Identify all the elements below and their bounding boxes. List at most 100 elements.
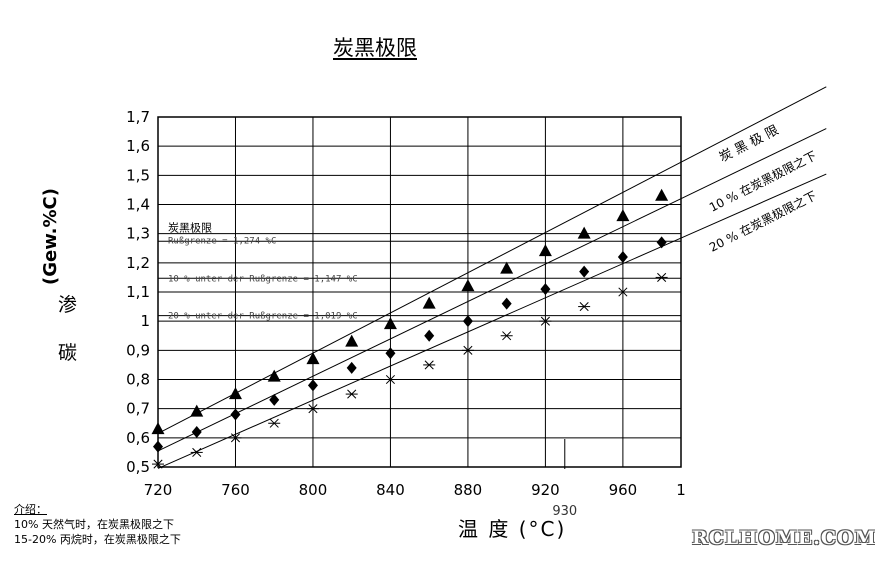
data-point-star — [655, 272, 668, 282]
tick-labels: 0,5 0,6 0,7 0,8 0,9 1 1,1 1,2 1,3 1,4 1,5 1,6 1,7 720… — [126, 108, 686, 519]
x-tick-label: 880 — [454, 481, 483, 499]
series-line-extension — [680, 86, 827, 163]
series-line — [157, 198, 682, 452]
data-point-triangle — [616, 209, 630, 222]
data-point-diamond — [617, 251, 628, 263]
y-tick-label: 0,8 — [126, 371, 150, 389]
data-point-triangle — [538, 244, 552, 257]
data-point-triangle — [383, 317, 397, 330]
data-point-star — [229, 433, 242, 443]
data-point-star-stroke — [540, 316, 550, 326]
reference-label: 10 % unter der Rußgrenze = 1,147 %C — [168, 274, 358, 284]
data-point-star — [190, 447, 203, 457]
data-point-triangle — [422, 296, 436, 309]
y-tick-label: 1,1 — [126, 283, 150, 301]
y-tick-label: 1,7 — [126, 108, 150, 126]
y-tick-label: 0,9 — [126, 341, 150, 359]
data-point-star — [539, 316, 552, 326]
data-point-triangle — [345, 334, 359, 347]
y-tick-label: 1 — [140, 312, 150, 330]
x-tick-label: 760 — [221, 481, 250, 499]
series-line-extension — [680, 173, 827, 239]
y-axis-label-cn-1: 渗 — [58, 294, 78, 316]
x-tick-label: 920 — [531, 481, 560, 499]
intro-head: 介绍： — [14, 503, 47, 516]
series-label: 炭 黑 极 限 — [717, 123, 781, 166]
x-tick-label: 960 — [609, 481, 638, 499]
series-line — [157, 237, 682, 469]
data-point-star-stroke — [385, 374, 395, 385]
y-tick-label: 1,3 — [126, 225, 150, 243]
data-point-diamond — [501, 297, 512, 310]
x-tick-label: 720 — [144, 481, 173, 499]
data-point-triangle — [190, 404, 204, 417]
data-point-star — [268, 418, 281, 428]
data-point-star-stroke — [618, 287, 628, 297]
data-point-triangle — [306, 352, 320, 365]
plot-frame — [157, 116, 682, 468]
x-tick-label: 1 — [676, 481, 686, 499]
series-line — [157, 161, 682, 434]
data-point-triangle — [655, 188, 669, 201]
x-tick-label: 840 — [376, 481, 405, 499]
data-point-triangle — [577, 226, 591, 239]
data-point-diamond — [540, 283, 551, 296]
reference-label: 20 % unter der Rußgrenze = 1,019 %C — [168, 312, 358, 322]
data-point-star-stroke — [502, 331, 512, 341]
data-point-star-stroke — [424, 360, 434, 370]
data-point-triangle — [228, 387, 242, 400]
data-point-diamond — [307, 379, 318, 392]
y-tick-label: 0,7 — [126, 400, 150, 418]
data-point-star — [461, 345, 474, 355]
data-point-diamond — [385, 347, 396, 360]
y-axis-label-cn-2: 碳 — [58, 342, 78, 364]
reference-lines: 炭黑极限 Rußgrenze = 1,274 %C 10 % unter der R… — [158, 220, 681, 322]
data-point-diamond — [269, 393, 280, 406]
data-point-star-stroke — [657, 272, 667, 282]
data-point-star — [306, 404, 319, 414]
series-markers — [151, 188, 669, 469]
data-point-star-stroke — [347, 389, 357, 399]
data-point-triangle — [500, 261, 514, 274]
intro-note: 介绍： 10% 天然气时，在炭黑极限之下 15-20% 丙烷时，在炭黑极限之下 — [14, 502, 181, 547]
data-point-star-stroke — [230, 433, 241, 443]
reference-label: Rußgrenze = 1,274 %C — [168, 236, 276, 246]
data-point-star — [384, 374, 397, 385]
y-tick-label: 1,2 — [126, 254, 150, 272]
data-point-star — [423, 360, 436, 370]
data-point-diamond — [579, 265, 590, 278]
data-point-triangle — [461, 279, 475, 292]
data-point-star-stroke — [579, 302, 589, 312]
series-lines — [157, 86, 827, 469]
data-point-star-stroke — [308, 404, 318, 414]
data-point-star — [500, 331, 513, 341]
chart-title: 炭黑极限 — [333, 36, 417, 60]
data-point-star-stroke — [192, 447, 202, 457]
data-point-star-stroke — [269, 418, 279, 428]
y-tick-label: 1,5 — [126, 166, 150, 184]
data-point-star — [616, 287, 629, 297]
data-point-diamond — [191, 426, 202, 438]
y-tick-label: 0,6 — [126, 429, 150, 447]
grid-lines — [157, 116, 681, 469]
y-tick-label: 1,6 — [126, 137, 150, 155]
series-line-extension — [680, 128, 827, 200]
data-point-diamond — [230, 408, 241, 421]
data-point-diamond — [462, 315, 473, 328]
data-point-star-stroke — [463, 345, 473, 355]
y-tick-label: 0,5 — [126, 458, 150, 476]
watermark: RCLHOME.COM — [692, 527, 875, 549]
data-point-diamond — [424, 329, 435, 342]
data-point-triangle — [267, 369, 281, 382]
intro-line-1: 10% 天然气时，在炭黑极限之下 — [14, 518, 174, 531]
data-point-star — [345, 389, 358, 399]
data-point-diamond — [656, 236, 667, 249]
x-tick-label: 800 — [299, 481, 328, 499]
x-axis-label: 温 度 (°C) — [458, 517, 567, 541]
intro-line-2: 15-20% 丙烷时，在炭黑极限之下 — [14, 533, 181, 546]
data-point-diamond — [346, 361, 357, 374]
x-tick-label-extra: 930 — [552, 504, 577, 519]
data-point-star — [578, 302, 591, 312]
